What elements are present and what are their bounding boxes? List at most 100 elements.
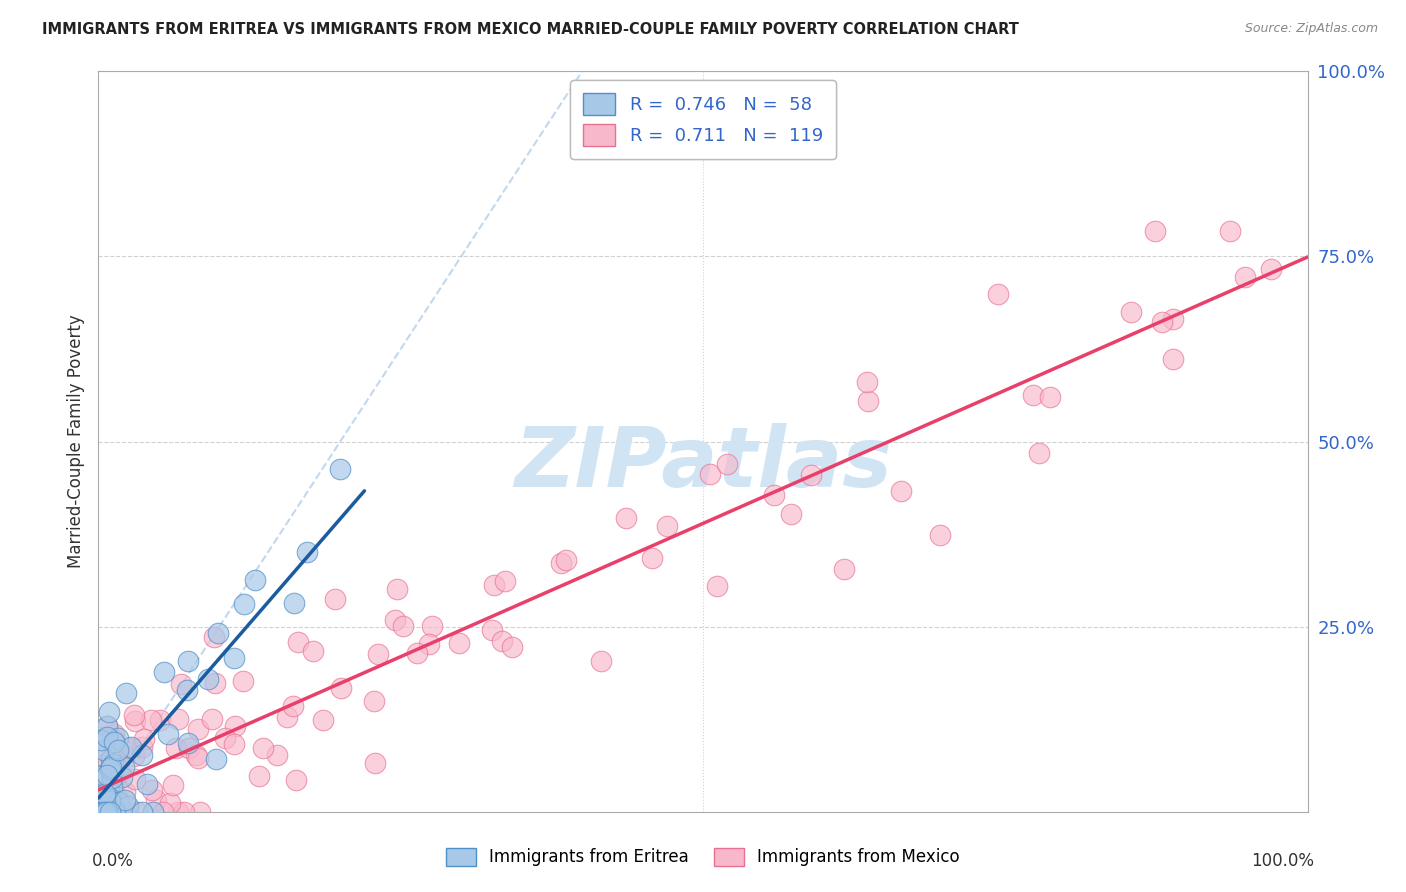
Point (205, 752, 228, 766)
Y-axis label: Married-Couple Family Poverty: Married-Couple Family Poverty (66, 315, 84, 568)
Point (89, 805, 111, 819)
Point (641, 550, 664, 565)
Point (125, 805, 148, 819)
Text: ZIPatlas: ZIPatlas (515, 423, 891, 504)
Point (142, 805, 165, 819)
Point (176, 654, 198, 668)
Point (141, 783, 163, 797)
Point (591, 654, 613, 668)
Point (699, 467, 721, 481)
Point (100, 752, 122, 766)
Point (550, 556, 572, 570)
Point (107, 731, 129, 746)
Point (494, 574, 516, 589)
Point (104, 805, 127, 819)
Point (252, 741, 274, 756)
Point (363, 694, 385, 708)
Point (364, 756, 387, 771)
Point (295, 545, 318, 559)
Point (141, 714, 163, 728)
Point (856, 375, 879, 389)
Point (131, 805, 153, 819)
Point (112, 759, 135, 773)
Point (136, 777, 159, 791)
Point (1119, 305, 1142, 319)
Point (184, 748, 207, 763)
Point (283, 596, 305, 610)
Point (98, 705, 121, 719)
Point (614, 511, 637, 525)
Point (1039, 390, 1062, 404)
Point (103, 727, 125, 741)
Point (482, 578, 505, 592)
Point (832, 562, 855, 576)
Point (117, 798, 139, 813)
Point (96, 805, 118, 819)
Point (418, 637, 440, 651)
Point (89, 793, 111, 807)
Point (93, 805, 115, 819)
Point (97, 805, 120, 819)
Point (90, 805, 112, 819)
Point (276, 710, 298, 724)
Point (105, 743, 128, 757)
Point (120, 740, 142, 755)
Point (89, 730, 111, 744)
Point (501, 640, 523, 654)
Point (111, 770, 134, 784)
Point (149, 714, 172, 728)
Point (449, 636, 471, 650)
Point (98, 763, 121, 777)
Point (101, 795, 124, 809)
Point (96, 756, 118, 770)
Point (187, 723, 209, 737)
Point (124, 749, 146, 764)
Point (1028, 446, 1050, 460)
Point (281, 698, 304, 713)
Point (89, 805, 111, 819)
Point (1233, 270, 1256, 285)
Point (856, 394, 879, 409)
Point (91, 805, 114, 819)
Point (170, 676, 193, 690)
Point (214, 731, 236, 746)
Point (103, 732, 125, 747)
Point (188, 805, 211, 819)
Point (100, 760, 122, 774)
Point (247, 769, 270, 783)
Point (385, 582, 408, 597)
Point (96, 719, 118, 733)
Point (93, 766, 115, 780)
Point (89, 805, 111, 819)
Point (93, 805, 115, 819)
Point (655, 519, 678, 533)
Point (367, 648, 389, 662)
Point (97, 805, 120, 819)
Point (716, 457, 738, 471)
Point (176, 683, 198, 698)
Text: 100.0%: 100.0% (1250, 853, 1313, 871)
Point (87, 805, 110, 819)
Point (103, 778, 125, 792)
Legend: Immigrants from Eritrea, Immigrants from Mexico: Immigrants from Eritrea, Immigrants from… (437, 839, 969, 875)
Point (329, 462, 352, 476)
Point (987, 287, 1010, 301)
Point (114, 805, 136, 819)
Point (173, 805, 195, 819)
Point (98, 805, 121, 819)
Point (93, 742, 115, 756)
Point (224, 719, 246, 733)
Point (100, 792, 122, 806)
Point (114, 785, 136, 799)
Point (91, 805, 114, 819)
Point (122, 707, 145, 722)
Point (1021, 388, 1043, 402)
Point (232, 673, 254, 688)
Point (101, 757, 124, 772)
Point (420, 619, 443, 633)
Point (222, 737, 245, 751)
Point (91, 768, 114, 782)
Point (87, 798, 110, 813)
Point (391, 619, 413, 633)
Point (406, 646, 429, 660)
